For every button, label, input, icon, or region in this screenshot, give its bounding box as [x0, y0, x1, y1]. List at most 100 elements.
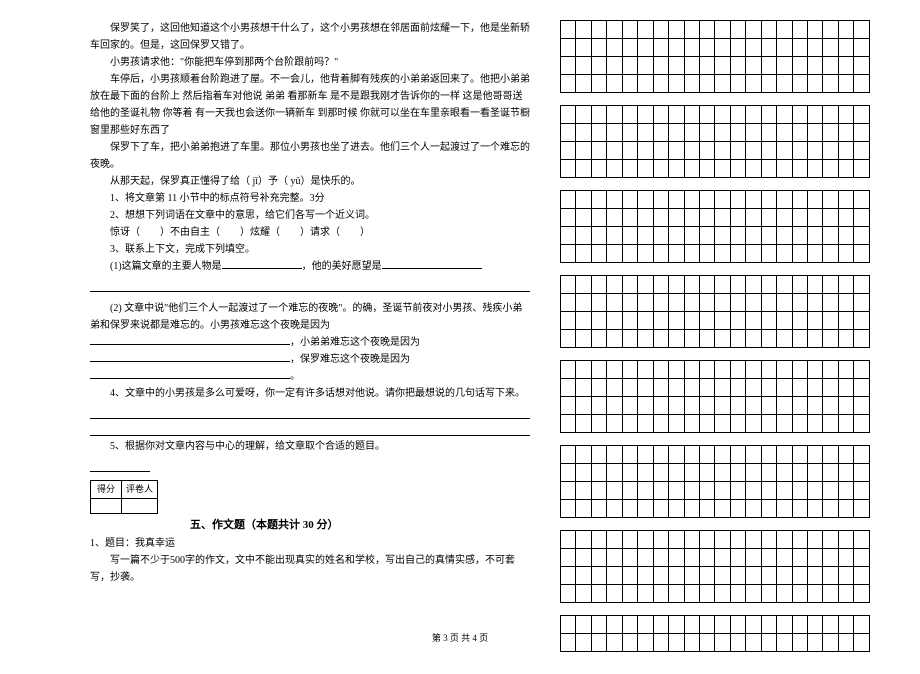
- grid-cell: [622, 549, 637, 567]
- grid-cell: [777, 39, 792, 57]
- grid-cell: [838, 227, 853, 245]
- grid-cell: [838, 294, 853, 312]
- grid-cell: [823, 106, 838, 124]
- grid-cell: [622, 446, 637, 464]
- grid-cell: [684, 142, 699, 160]
- grid-cell: [669, 446, 684, 464]
- grid-cell: [808, 191, 823, 209]
- grid-cell: [854, 482, 870, 500]
- grid-cell: [715, 124, 730, 142]
- grid-cell: [730, 567, 745, 585]
- grid-cell: [761, 482, 776, 500]
- grid-cell: [638, 446, 653, 464]
- grid-cell: [746, 500, 761, 518]
- grid-cell: [715, 294, 730, 312]
- grid-cell: [699, 57, 714, 75]
- grid-cell: [746, 276, 761, 294]
- grid-block: [560, 190, 870, 263]
- grid-cell: [715, 397, 730, 415]
- grid-cell: [777, 294, 792, 312]
- grid-cell: [591, 142, 606, 160]
- grid-cell: [854, 227, 870, 245]
- grid-cell: [808, 361, 823, 379]
- grid-cell: [777, 160, 792, 178]
- grid-cell: [638, 500, 653, 518]
- grid-cell: [576, 39, 591, 57]
- grid-cell: [684, 361, 699, 379]
- grid-cell: [792, 312, 807, 330]
- p2-prefix: 小男孩请求他：: [110, 57, 180, 68]
- grid-cell: [730, 549, 745, 567]
- grid-cell: [808, 312, 823, 330]
- grid-cell: [746, 245, 761, 263]
- grid-cell: [653, 415, 668, 433]
- grid-cell: [669, 294, 684, 312]
- grid-cell: [715, 312, 730, 330]
- grid-cell: [808, 160, 823, 178]
- grid-cell: [792, 379, 807, 397]
- grid-cell: [823, 245, 838, 263]
- grid-cell: [684, 415, 699, 433]
- grid-cell: [838, 39, 853, 57]
- grid-cell: [838, 75, 853, 93]
- grid-cell: [792, 160, 807, 178]
- grid-cell: [576, 245, 591, 263]
- grid-cell: [730, 57, 745, 75]
- grid-cell: [777, 106, 792, 124]
- grid-cell: [607, 330, 622, 348]
- grid-block: [560, 445, 870, 518]
- grid-cell: [607, 312, 622, 330]
- grid-cell: [561, 209, 576, 227]
- grid-cell: [761, 160, 776, 178]
- grid-cell: [684, 106, 699, 124]
- grid-cell: [715, 446, 730, 464]
- grid-cell: [854, 276, 870, 294]
- grid-cell: [653, 21, 668, 39]
- blank: [382, 258, 482, 269]
- grid-cell: [715, 106, 730, 124]
- grid-cell: [699, 330, 714, 348]
- grid-cell: [699, 106, 714, 124]
- grid-cell: [823, 227, 838, 245]
- grid-cell: [823, 567, 838, 585]
- grid-cell: [854, 245, 870, 263]
- grid-cell: [777, 415, 792, 433]
- grid-cell: [777, 312, 792, 330]
- grid-cell: [761, 361, 776, 379]
- grid-cell: [591, 39, 606, 57]
- grid-cell: [669, 106, 684, 124]
- grid-cell: [653, 397, 668, 415]
- grid-cell: [561, 21, 576, 39]
- grid-cell: [761, 330, 776, 348]
- grid-cell: [607, 361, 622, 379]
- grid-cell: [808, 500, 823, 518]
- grid-cell: [715, 21, 730, 39]
- grid-cell: [715, 75, 730, 93]
- grid-cell: [622, 209, 637, 227]
- grid-cell: [730, 585, 745, 603]
- grid-cell: [638, 379, 653, 397]
- grid-cell: [607, 209, 622, 227]
- grid-cell: [653, 209, 668, 227]
- grid-cell: [638, 21, 653, 39]
- grid-cell: [699, 567, 714, 585]
- grid-cell: [699, 415, 714, 433]
- grid-cell: [715, 415, 730, 433]
- grid-cell: [823, 209, 838, 227]
- grid-cell: [653, 361, 668, 379]
- grid-cell: [638, 397, 653, 415]
- grid-cell: [823, 124, 838, 142]
- grid-cell: [777, 361, 792, 379]
- grid-cell: [607, 75, 622, 93]
- grid-cell: [669, 276, 684, 294]
- q3-1-b: ，他的美好愿望是: [302, 261, 382, 272]
- grid-cell: [561, 464, 576, 482]
- grid-cell: [730, 482, 745, 500]
- blank: [90, 334, 290, 345]
- grid-cell: [669, 549, 684, 567]
- grid-cell: [730, 464, 745, 482]
- score-header-1: 得分: [91, 481, 122, 499]
- grid-cell: [684, 567, 699, 585]
- grid-cell: [607, 21, 622, 39]
- grid-cell: [808, 106, 823, 124]
